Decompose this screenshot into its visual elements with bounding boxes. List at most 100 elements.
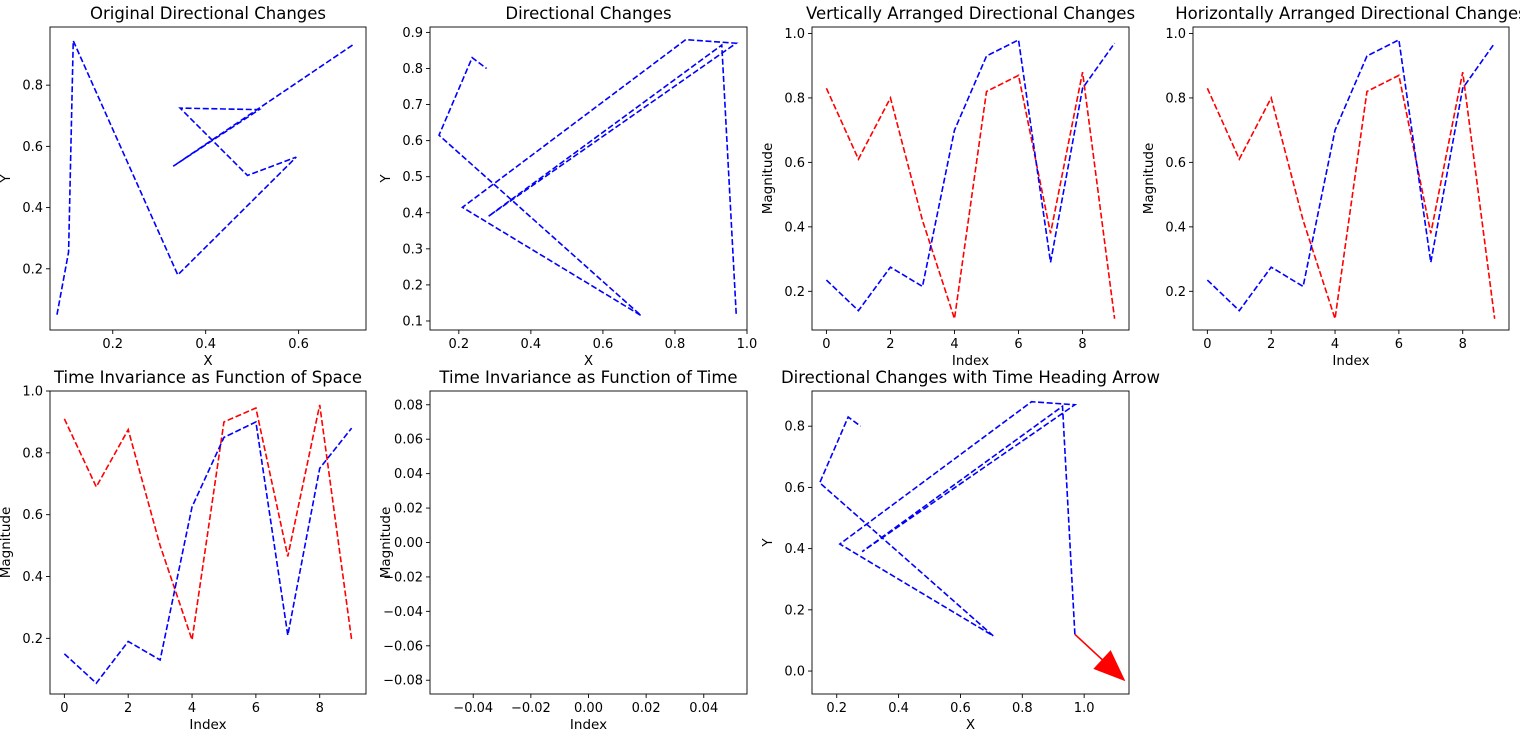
chart-6: −0.04 −0.02 0.00 0.02 0.04 −0.08 −0.06 −0.04 −0.… [378, 368, 748, 733]
x-axis-label: Index [189, 717, 226, 733]
y-tick-label: 0.1 [402, 314, 423, 329]
y-axis-label: Magnitude [0, 507, 14, 579]
chart-title: Time Invariance as Function of Space [53, 368, 362, 387]
y-tick-label: 0.7 [402, 98, 423, 113]
y-tick-label: 0.2 [402, 278, 423, 293]
chart-1: 0.2 0.4 0.6 0.2 0.4 0.6 0.8 Original Directiona… [0, 4, 367, 369]
y-tick-label: 0.6 [784, 481, 805, 496]
y-tick-label: 0.4 [784, 220, 805, 235]
y-tick-label: 1.0 [22, 385, 43, 400]
y-tick-label: 0.2 [784, 285, 805, 300]
axes-frame [49, 390, 367, 695]
y-tick-label: 0.6 [1165, 156, 1186, 171]
arrow-head [1093, 650, 1126, 682]
axes-frame [811, 26, 1130, 331]
y-tick-label: 0.8 [784, 420, 805, 435]
x-tick-label: 6 [252, 701, 260, 716]
chart-title: Directional Changes with Time Heading Ar… [781, 368, 1160, 387]
x-tick-label: 1.0 [737, 337, 758, 352]
x-axis-label: Index [570, 717, 607, 733]
y-tick-label: 0.06 [394, 433, 423, 448]
series-line-1 [1206, 71, 1496, 319]
x-tick-label: 6 [1014, 337, 1022, 352]
y-tick-label: 0.6 [22, 508, 43, 523]
series-line-2 [1206, 38, 1496, 312]
y-axis-label: Y [760, 538, 776, 548]
x-tick-label: 4 [188, 701, 196, 716]
x-tick-label: −0.04 [453, 701, 493, 716]
series-line-1 [438, 38, 739, 317]
y-tick-label: 0.2 [784, 603, 805, 618]
plot-area [812, 27, 1129, 330]
y-axis-label: Magnitude [1141, 143, 1157, 215]
y-axis-label: Y [0, 174, 14, 184]
plot-area [50, 27, 366, 330]
y-tick-label: 0.0 [784, 665, 805, 680]
x-tick-label: 4 [950, 337, 958, 352]
chart-2: 0.2 0.4 0.6 0.8 1.0 0.1 0.2 0.3 0.4 0.5 0.6 0.7 0.8 0… [378, 4, 757, 369]
y-tick-label: 0.4 [22, 570, 43, 585]
y-tick-label: 1.0 [784, 27, 805, 42]
series-line-1 [818, 400, 1078, 637]
x-axis-label: X [203, 353, 212, 369]
y-tick-label: 0.8 [784, 91, 805, 106]
x-tick-label: 2 [886, 337, 894, 352]
y-tick-label: 0.4 [22, 201, 43, 216]
x-tick-label: 0 [822, 337, 830, 352]
x-tick-label: 8 [1459, 337, 1467, 352]
x-tick-label: 4 [1331, 337, 1339, 352]
y-tick-label: 0.08 [394, 398, 423, 413]
x-axis-label: Index [952, 353, 989, 369]
chart-title: Original Directional Changes [90, 4, 326, 23]
x-tick-label: 0.2 [448, 337, 469, 352]
chart-title: Horizontally Arranged Directional Change… [1175, 4, 1520, 23]
x-tick-label: 0.00 [574, 701, 603, 716]
series-line-1 [63, 404, 353, 641]
arrow-shaft [1074, 633, 1103, 661]
y-tick-label: 0.4 [402, 206, 423, 221]
x-axis-label: X [584, 353, 593, 369]
series-line-1 [825, 71, 1116, 319]
x-tick-label: 0.8 [1012, 701, 1033, 716]
x-tick-label: 0.4 [888, 701, 909, 716]
y-tick-label: 0.5 [402, 170, 423, 185]
x-tick-label: 0.4 [195, 337, 216, 352]
y-axis-label: Magnitude [760, 143, 776, 215]
y-tick-label: 0.9 [402, 26, 423, 41]
y-tick-label: 1.0 [1165, 27, 1186, 42]
chart-7: 0.2 0.4 0.6 0.8 1.0 0.0 0.2 0.4 0.6 0.8 Directiona… [760, 368, 1160, 733]
x-tick-label: 0.2 [826, 701, 847, 716]
x-tick-label: 6 [1395, 337, 1403, 352]
series-line-2 [825, 38, 1116, 312]
x-tick-label: 2 [124, 701, 132, 716]
axes-frame [1192, 26, 1510, 331]
x-tick-label: 0.2 [102, 337, 123, 352]
y-tick-label: 0.4 [784, 542, 805, 557]
y-tick-label: 0.4 [1165, 220, 1186, 235]
y-tick-label: 0.02 [394, 502, 423, 517]
y-tick-label: 0.8 [22, 79, 43, 94]
plot-area [1193, 27, 1509, 330]
y-tick-label: 0.6 [784, 156, 805, 171]
x-tick-label: 0 [60, 701, 68, 716]
x-tick-label: 0.02 [632, 701, 661, 716]
x-tick-label: 0.8 [665, 337, 686, 352]
x-tick-label: 0 [1203, 337, 1211, 352]
x-tick-label: 0.6 [593, 337, 614, 352]
y-tick-label: −0.06 [383, 639, 423, 654]
y-tick-label: 0.00 [394, 536, 423, 551]
x-tick-label: 8 [316, 701, 324, 716]
y-axis-label: Y [378, 174, 394, 184]
series-line-2 [63, 420, 353, 685]
chart-4: 0 2 4 6 8 0.2 0.4 0.6 0.8 1.0 Horizontally Arrange… [1141, 4, 1520, 369]
y-tick-label: −0.02 [383, 570, 423, 585]
x-tick-label: 0.6 [950, 701, 971, 716]
x-axis-label: Index [1332, 353, 1369, 369]
y-tick-label: 0.8 [22, 446, 43, 461]
chart-5: 0 2 4 6 8 0.2 0.4 0.6 0.8 1.0 Time Invariance as F… [0, 368, 367, 733]
y-tick-label: 0.6 [402, 134, 423, 149]
series-line-1 [56, 40, 355, 315]
plot-area [430, 391, 747, 694]
